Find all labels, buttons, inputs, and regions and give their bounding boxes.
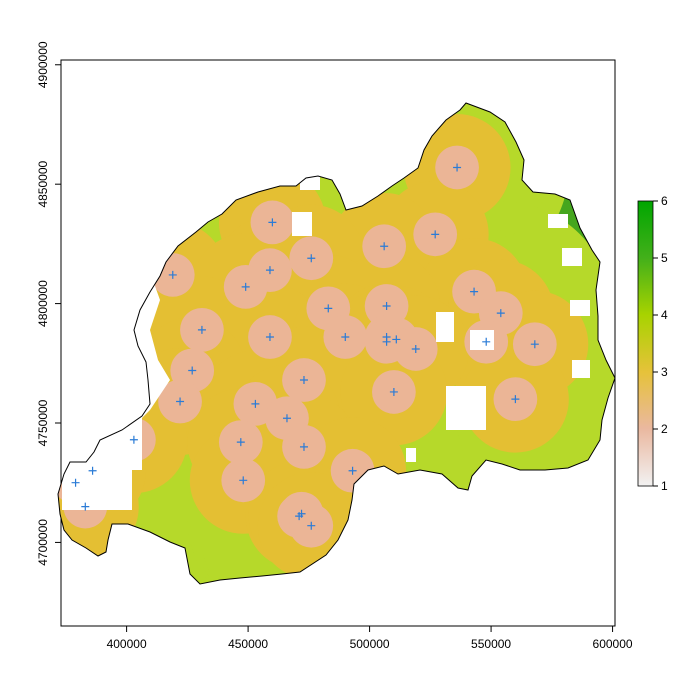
x-tick-label: 600000 xyxy=(593,637,633,651)
point-marker xyxy=(511,395,520,404)
point-marker xyxy=(341,333,350,342)
no-data-patch xyxy=(548,214,568,228)
point-marker xyxy=(265,333,274,342)
point-marker xyxy=(265,266,274,275)
color-legend: 1 2 3 4 5 6 xyxy=(637,194,668,493)
point-marker xyxy=(307,521,316,530)
point-marker xyxy=(382,301,391,310)
raster-layer xyxy=(58,103,615,584)
point-marker xyxy=(299,376,308,385)
point-marker xyxy=(307,254,316,263)
no-data-patch xyxy=(292,212,312,236)
point-marker xyxy=(348,466,357,475)
x-tick-label: 450000 xyxy=(228,637,268,651)
point-marker xyxy=(470,287,479,296)
x-tick-label: 400000 xyxy=(107,637,147,651)
no-data-patch xyxy=(300,176,320,190)
point-marker xyxy=(299,442,308,451)
point-marker xyxy=(268,218,277,227)
point-marker xyxy=(71,478,80,487)
y-tick-label: 4850000 xyxy=(36,161,50,208)
country-border xyxy=(57,102,616,585)
point-marker xyxy=(431,230,440,239)
point-marker xyxy=(241,282,250,291)
point-marker xyxy=(168,270,177,279)
y-tick-label: 4750000 xyxy=(36,399,50,446)
legend-color-bar xyxy=(637,200,654,487)
point-marker xyxy=(81,502,90,511)
no-data-patch xyxy=(470,330,494,350)
point-marker xyxy=(324,304,333,313)
point-marker xyxy=(251,399,260,408)
y-tick-label: 4900000 xyxy=(36,41,50,88)
point-marker xyxy=(176,397,185,406)
point-marker xyxy=(282,414,291,423)
y-tick-label: 4800000 xyxy=(36,280,50,327)
point-markers xyxy=(71,163,539,530)
point-marker xyxy=(496,309,505,318)
no-data-patch xyxy=(570,300,590,316)
legend-tick-label: 5 xyxy=(661,251,668,265)
point-marker xyxy=(88,466,97,475)
y-tick-label: 4700000 xyxy=(36,519,50,566)
point-marker xyxy=(482,337,491,346)
no-data-patch xyxy=(446,386,486,430)
legend-ticks: 1 2 3 4 5 6 xyxy=(653,194,668,493)
legend-tick-label: 6 xyxy=(661,194,668,208)
point-marker xyxy=(453,163,462,172)
point-marker xyxy=(236,438,245,447)
point-marker xyxy=(197,325,206,334)
point-marker xyxy=(129,435,138,444)
legend-tick-label: 2 xyxy=(661,422,668,436)
point-marker xyxy=(380,242,389,251)
legend-tick-label: 3 xyxy=(661,365,668,379)
legend-tick-label: 1 xyxy=(661,479,668,493)
point-marker xyxy=(188,366,197,375)
y-axis: 4700000 4750000 4800000 4850000 4900000 xyxy=(36,41,61,566)
no-data-patch xyxy=(572,360,590,378)
legend-tick-label: 4 xyxy=(661,308,668,322)
point-marker xyxy=(392,335,401,344)
x-axis: 400000 450000 500000 550000 600000 xyxy=(107,626,633,651)
point-marker xyxy=(382,337,391,346)
x-tick-label: 550000 xyxy=(471,637,511,651)
point-marker xyxy=(389,387,398,396)
no-data-patch xyxy=(436,312,454,342)
x-tick-label: 500000 xyxy=(350,637,390,651)
no-data-patch xyxy=(562,248,582,266)
point-marker xyxy=(239,476,248,485)
point-marker xyxy=(530,340,539,349)
point-marker xyxy=(297,509,306,518)
point-marker xyxy=(411,344,420,353)
plot-frame xyxy=(60,59,616,627)
no-data-patch xyxy=(406,448,416,462)
